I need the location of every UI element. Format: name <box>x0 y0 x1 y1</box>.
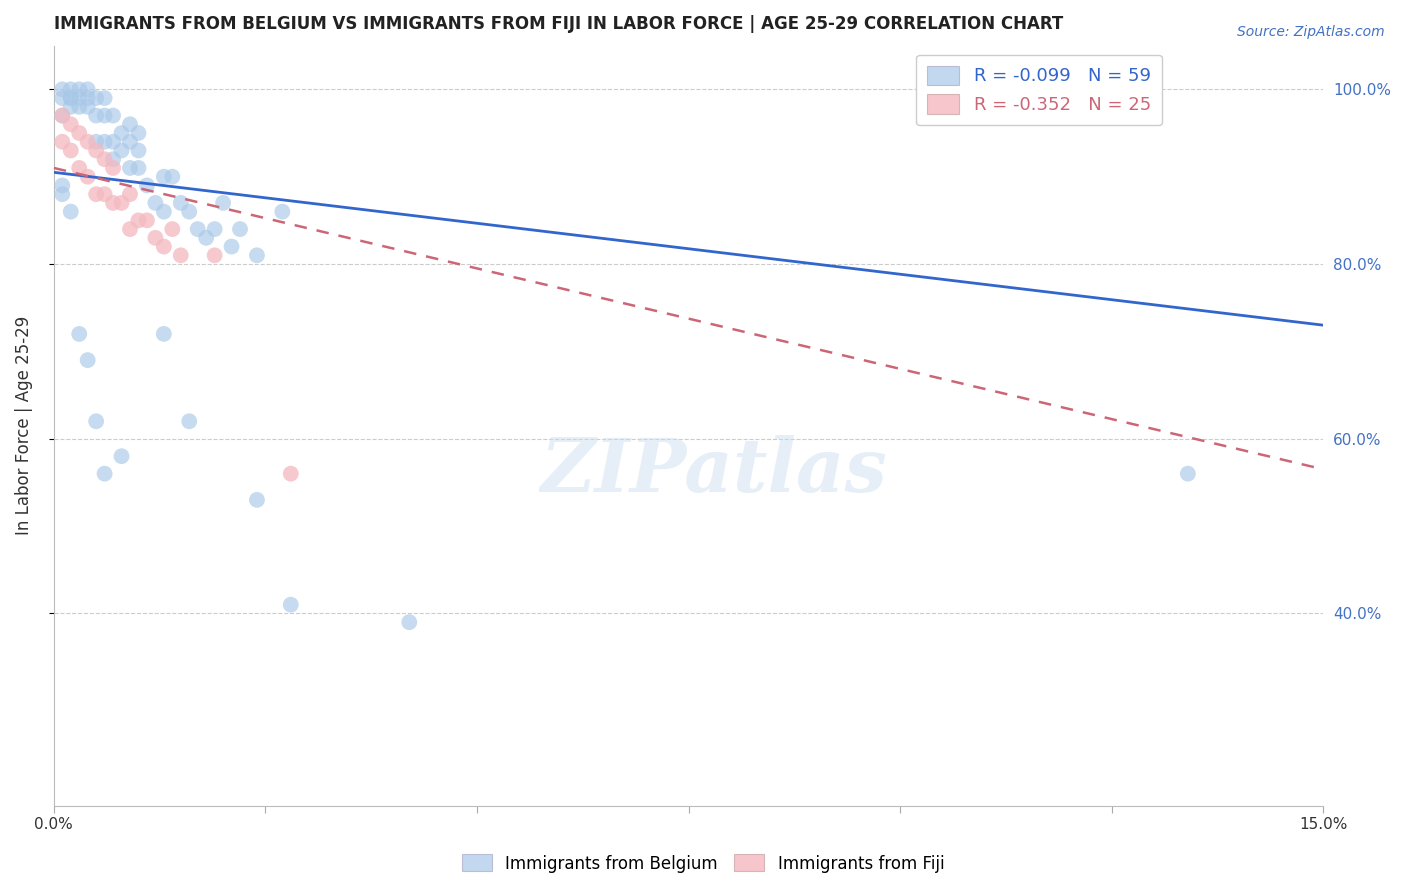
Point <box>84 144 107 158</box>
Point <box>170 195 193 210</box>
Point <box>76 135 98 149</box>
Point <box>118 117 141 131</box>
Point <box>110 195 132 210</box>
Point <box>127 144 149 158</box>
Point <box>93 135 115 149</box>
Point <box>280 467 302 481</box>
Point <box>110 126 132 140</box>
Point <box>67 161 90 175</box>
Point <box>93 187 115 202</box>
Point <box>84 135 107 149</box>
Point <box>162 222 184 236</box>
Point <box>153 239 176 253</box>
Point <box>135 213 157 227</box>
Point <box>110 144 132 158</box>
Point <box>84 187 107 202</box>
Point <box>153 204 176 219</box>
Point <box>118 161 141 175</box>
Point <box>179 414 201 428</box>
Point <box>110 449 132 463</box>
Point <box>145 231 167 245</box>
Point <box>1177 467 1199 481</box>
Point <box>101 109 124 123</box>
Text: Source: ZipAtlas.com: Source: ZipAtlas.com <box>1237 25 1385 39</box>
Point <box>280 598 302 612</box>
Point <box>93 467 115 481</box>
Point <box>59 91 82 105</box>
Point <box>59 204 82 219</box>
Point <box>127 161 149 175</box>
Point <box>246 492 269 507</box>
Legend: Immigrants from Belgium, Immigrants from Fiji: Immigrants from Belgium, Immigrants from… <box>456 847 950 880</box>
Point <box>101 161 124 175</box>
Point <box>84 109 107 123</box>
Point <box>67 126 90 140</box>
Point <box>51 178 73 193</box>
Y-axis label: In Labor Force | Age 25-29: In Labor Force | Age 25-29 <box>15 316 32 535</box>
Point <box>76 100 98 114</box>
Point <box>135 178 157 193</box>
Point <box>229 222 252 236</box>
Point <box>246 248 269 262</box>
Point <box>67 82 90 96</box>
Point <box>59 100 82 114</box>
Point <box>101 152 124 166</box>
Point <box>59 82 82 96</box>
Point <box>153 169 176 184</box>
Point <box>67 100 90 114</box>
Point <box>145 195 167 210</box>
Point <box>127 213 149 227</box>
Point <box>187 222 209 236</box>
Legend: R = -0.099   N = 59, R = -0.352   N = 25: R = -0.099 N = 59, R = -0.352 N = 25 <box>917 54 1161 125</box>
Point <box>59 91 82 105</box>
Point <box>93 109 115 123</box>
Point <box>204 222 226 236</box>
Point <box>59 144 82 158</box>
Point <box>204 248 226 262</box>
Point <box>51 82 73 96</box>
Point <box>398 615 420 629</box>
Point <box>76 169 98 184</box>
Point <box>51 91 73 105</box>
Point <box>67 91 90 105</box>
Point <box>59 117 82 131</box>
Point <box>51 109 73 123</box>
Point <box>212 195 235 210</box>
Text: ZIPatlas: ZIPatlas <box>540 435 887 508</box>
Point <box>127 126 149 140</box>
Point <box>101 135 124 149</box>
Point <box>67 326 90 341</box>
Point <box>271 204 294 219</box>
Point <box>162 169 184 184</box>
Point <box>101 195 124 210</box>
Point <box>76 82 98 96</box>
Point <box>76 91 98 105</box>
Point <box>153 326 176 341</box>
Point <box>84 91 107 105</box>
Point <box>93 91 115 105</box>
Point <box>93 152 115 166</box>
Point <box>118 222 141 236</box>
Point <box>195 231 218 245</box>
Point <box>51 187 73 202</box>
Text: IMMIGRANTS FROM BELGIUM VS IMMIGRANTS FROM FIJI IN LABOR FORCE | AGE 25-29 CORRE: IMMIGRANTS FROM BELGIUM VS IMMIGRANTS FR… <box>53 15 1063 33</box>
Point <box>84 414 107 428</box>
Point <box>118 187 141 202</box>
Point <box>118 135 141 149</box>
Point <box>51 135 73 149</box>
Point <box>170 248 193 262</box>
Point <box>179 204 201 219</box>
Point <box>221 239 243 253</box>
Point <box>51 109 73 123</box>
Point <box>76 353 98 368</box>
